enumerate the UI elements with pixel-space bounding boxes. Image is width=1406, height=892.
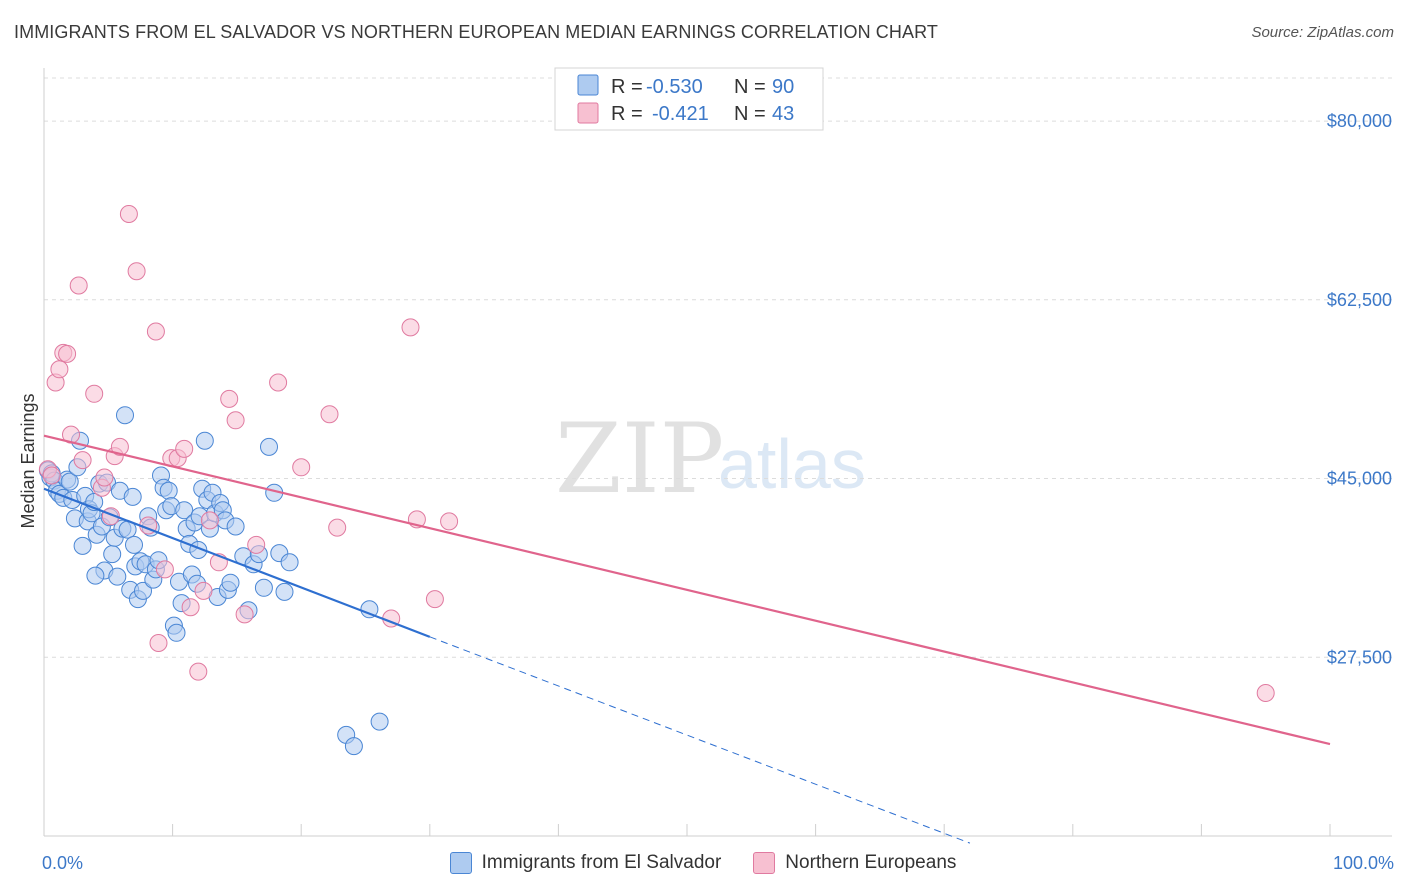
point-northern-european-28 <box>220 389 239 408</box>
point-northern-european-41 <box>1256 684 1275 702</box>
legend-swatch-northern-european <box>753 852 776 874</box>
point-northern-european-1 <box>42 466 61 485</box>
point-el-salvador-61 <box>195 431 214 450</box>
point-el-salvador-81 <box>275 582 294 601</box>
point-el-salvador-27 <box>108 567 127 586</box>
point-northern-european-18 <box>149 634 168 652</box>
point-northern-european-3 <box>50 360 69 379</box>
stats-n-value-blue: 90 <box>772 76 794 98</box>
source-credit: Source: ZipAtlas.com <box>1251 24 1394 41</box>
y-tick-label-0: $27,500 <box>1327 647 1392 667</box>
point-northern-european-5 <box>58 344 77 363</box>
point-el-salvador-86 <box>370 712 389 731</box>
point-northern-european-24 <box>189 662 208 681</box>
point-el-salvador-72 <box>226 517 245 536</box>
point-northern-european-34 <box>320 405 339 424</box>
stats-legend-swatch-pink <box>577 102 599 124</box>
legend-label-el-salvador: Immigrants from El Salvador <box>481 852 722 873</box>
axes <box>43 68 1392 837</box>
point-el-salvador-8 <box>60 472 79 491</box>
stats-n-label-pink: N = <box>734 103 766 125</box>
point-el-salvador-53 <box>175 501 194 520</box>
watermark: ZIP atlas <box>555 403 866 515</box>
point-el-salvador-88 <box>125 535 143 554</box>
point-el-salvador-33 <box>123 487 142 506</box>
gridlines <box>44 77 1392 658</box>
x-tick-labels: 0.0% 100.0% <box>42 853 1394 873</box>
point-northern-european-32 <box>269 373 288 392</box>
stats-r-label-pink: R = <box>611 103 643 125</box>
point-northern-european-42 <box>73 451 92 470</box>
point-northern-european-17 <box>146 322 165 341</box>
point-northern-european-35 <box>328 518 347 537</box>
x-tick-label-0: 0.0% <box>42 853 83 873</box>
legend-item-northern-european: Northern Europeans <box>753 852 956 874</box>
watermark-atlas: atlas <box>718 425 866 503</box>
point-el-salvador-84 <box>344 737 363 756</box>
stats-legend: R = -0.530 N = 90 R = -0.421 N = 43 <box>554 67 824 131</box>
trend-line-el-salvador <box>43 487 431 638</box>
legend-label-northern-european: Northern Europeans <box>785 852 957 873</box>
point-northern-european-15 <box>127 262 146 281</box>
stats-r-value-blue: -0.530 <box>646 76 703 98</box>
point-el-salvador-82 <box>280 553 299 572</box>
point-el-salvador-87 <box>86 566 105 585</box>
point-northern-european-10 <box>95 468 114 487</box>
y-tick-label-3: $80,000 <box>1327 111 1392 131</box>
point-el-salvador-50 <box>167 623 186 642</box>
point-northern-european-37 <box>401 318 420 337</box>
y-tick-labels: $27,500 $45,000 $62,500 $80,000 <box>1327 111 1392 667</box>
stats-legend-frame <box>554 67 824 131</box>
point-northern-european-25 <box>194 581 213 600</box>
point-northern-european-14 <box>119 205 138 223</box>
point-el-salvador-30 <box>116 406 134 425</box>
point-el-salvador-77 <box>254 578 273 597</box>
point-northern-european-29 <box>226 411 245 430</box>
point-el-salvador-47 <box>159 481 178 500</box>
point-el-salvador-25 <box>103 545 122 564</box>
chart-title: IMMIGRANTS FROM EL SALVADOR VS NORTHERN … <box>14 22 938 42</box>
point-el-salvador-71 <box>221 573 240 592</box>
stats-legend-swatch-blue <box>577 74 599 96</box>
stats-r-value-pink: -0.421 <box>652 103 709 125</box>
y-axis-label: Median Earnings <box>18 393 38 528</box>
point-el-salvador-78 <box>260 437 278 456</box>
point-northern-european-23 <box>181 598 200 617</box>
series-legend: Immigrants from El Salvador Northern Eur… <box>0 852 1406 874</box>
x-tick-label-1: 100.0% <box>1333 853 1394 873</box>
point-northern-european-26 <box>200 511 219 530</box>
point-northern-european-31 <box>247 535 266 554</box>
legend-swatch-el-salvador <box>449 852 472 874</box>
stats-n-label-blue: N = <box>734 76 766 98</box>
point-northern-european-7 <box>69 276 88 295</box>
point-northern-european-22 <box>175 439 194 458</box>
point-northern-european-19 <box>155 560 174 579</box>
series-northern-european-points <box>38 205 1275 702</box>
legend-item-el-salvador: Immigrants from El Salvador <box>449 852 722 874</box>
trend-lines <box>43 434 1331 844</box>
watermark-zip: ZIP <box>555 403 724 515</box>
point-northern-european-39 <box>425 590 444 609</box>
point-northern-european-40 <box>440 512 459 531</box>
stats-r-label-blue: R = <box>611 76 643 98</box>
series-el-salvador-points <box>38 406 389 756</box>
stats-n-value-pink: 43 <box>772 103 794 125</box>
y-tick-label-1: $45,000 <box>1327 469 1392 489</box>
point-northern-european-30 <box>235 605 254 624</box>
point-northern-european-33 <box>292 458 311 477</box>
point-northern-european-8 <box>85 384 104 403</box>
y-tick-label-2: $62,500 <box>1327 290 1392 310</box>
point-el-salvador-37 <box>134 581 152 600</box>
point-northern-european-13 <box>110 437 129 456</box>
point-el-salvador-13 <box>73 536 92 555</box>
trend-line-el-salvador-extension <box>429 636 971 844</box>
trend-line-northern-european <box>43 434 1331 746</box>
